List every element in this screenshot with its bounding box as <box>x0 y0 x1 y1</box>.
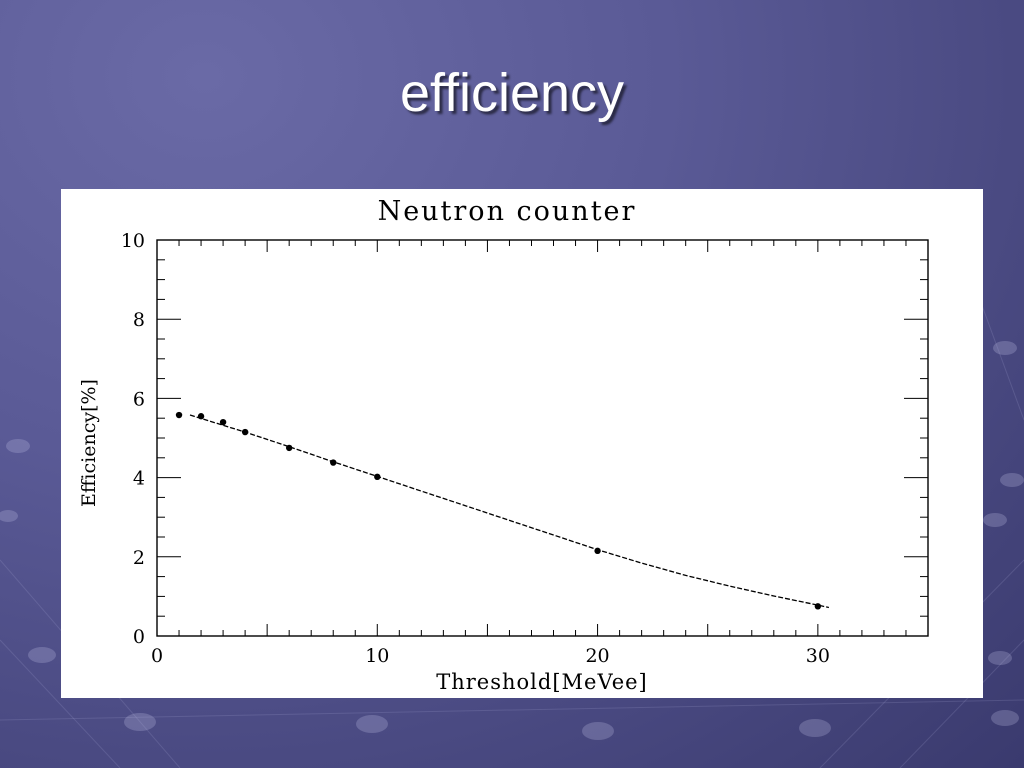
fit-curve <box>189 414 830 609</box>
x-tick-label: 10 <box>365 645 389 667</box>
y-axis-label: Efficiency[%] <box>78 379 100 507</box>
data-point <box>241 428 249 436</box>
slide-title: efficiency <box>399 63 625 123</box>
data-points <box>175 411 822 610</box>
fit-curve-layer <box>189 414 830 609</box>
x-axis-label: Threshold[MeVee] <box>436 670 648 694</box>
data-point <box>374 473 381 481</box>
tick-labels: 0 10 20 30 0 2 4 6 8 10 <box>121 230 830 667</box>
x-tick-label: 30 <box>806 645 830 667</box>
y-tick-label: 2 <box>133 547 145 569</box>
y-tick-label: 0 <box>133 626 145 648</box>
chart-title: Neutron counter <box>378 196 637 227</box>
data-point <box>594 547 601 555</box>
chart-panel: Neutron counter 0 10 20 30 0 2 4 6 8 10 Threshold… <box>61 189 983 698</box>
y-tick-label: 8 <box>133 309 145 331</box>
axis-ticks <box>157 240 928 636</box>
plot-frame <box>156 239 929 637</box>
y-tick-label: 4 <box>133 468 145 490</box>
efficiency-chart: Neutron counter 0 10 20 30 0 2 4 6 8 10 Threshold… <box>78 196 929 694</box>
data-point <box>219 418 227 426</box>
data-point <box>197 413 205 420</box>
data-point <box>175 411 183 419</box>
x-tick-label: 0 <box>151 645 163 667</box>
data-point <box>285 444 293 452</box>
y-tick-label: 6 <box>133 388 145 410</box>
data-point <box>814 603 822 610</box>
y-tick-label: 10 <box>121 230 145 252</box>
x-tick-label: 20 <box>585 645 609 667</box>
data-point <box>330 459 337 466</box>
